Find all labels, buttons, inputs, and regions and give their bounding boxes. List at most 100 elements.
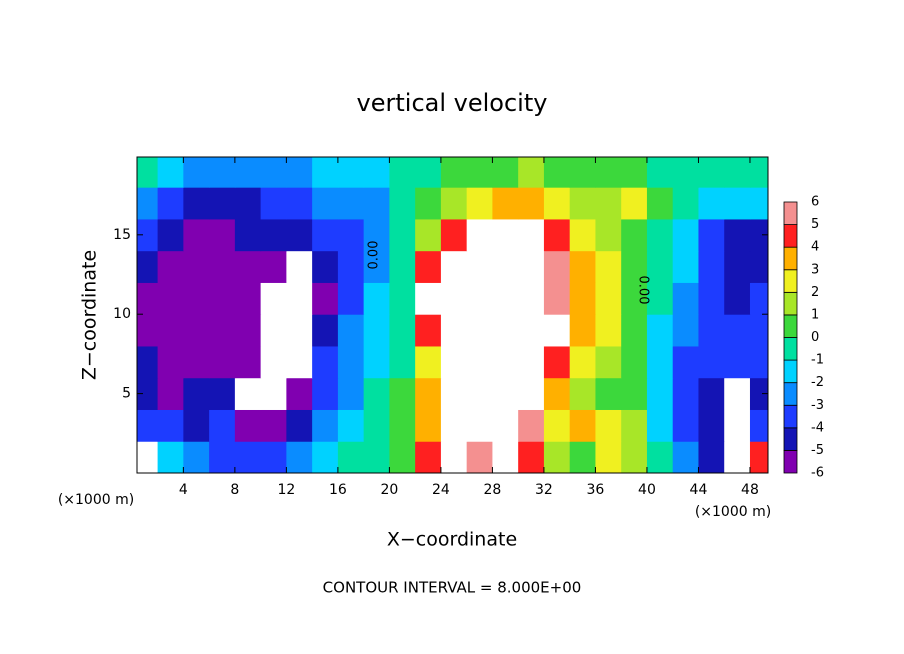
field-cell xyxy=(595,345,622,379)
field-cell xyxy=(724,377,751,410)
field-cell xyxy=(749,314,768,347)
x-tick-label: 40 xyxy=(638,482,656,498)
field-cell xyxy=(543,250,571,283)
field-cell xyxy=(209,282,236,315)
colorbar-label: 3 xyxy=(811,262,819,277)
field-cell xyxy=(137,157,159,188)
colorbar-block xyxy=(783,404,798,429)
field-cell xyxy=(312,187,339,220)
field-cell xyxy=(234,218,262,252)
field-cell xyxy=(183,282,210,315)
colorbar-label: 4 xyxy=(811,240,819,255)
field-cell xyxy=(337,377,365,410)
field-cell xyxy=(749,409,768,442)
field-cell xyxy=(646,157,674,188)
field-cell xyxy=(698,218,725,252)
field-cell xyxy=(157,187,184,220)
field-cell xyxy=(157,218,184,252)
field-cell xyxy=(698,282,725,315)
field-cell xyxy=(466,345,493,379)
field-cell xyxy=(492,187,519,220)
field-cell xyxy=(234,409,262,442)
field-cell xyxy=(337,345,365,379)
field-cell xyxy=(183,345,210,379)
field-cell xyxy=(234,441,262,473)
colorbar-label: -5 xyxy=(811,443,824,458)
field-cell xyxy=(209,157,236,188)
field-cell xyxy=(260,314,287,347)
field-cell xyxy=(363,345,390,379)
field-cell xyxy=(440,218,468,252)
field-cell xyxy=(749,157,768,188)
field-cell xyxy=(440,441,468,473)
field-cell xyxy=(286,187,313,220)
field-cell xyxy=(363,157,390,188)
x-tick-label: 36 xyxy=(587,482,605,498)
field-cell xyxy=(363,314,390,347)
field-cell xyxy=(286,409,313,442)
field-cell xyxy=(595,377,622,410)
colorbar-block xyxy=(783,427,798,451)
field-cell xyxy=(389,187,416,220)
field-cell xyxy=(595,282,622,315)
field-cell xyxy=(363,409,390,442)
field-cell xyxy=(749,345,768,379)
field-cell xyxy=(312,377,339,410)
field-cell xyxy=(286,157,313,188)
field-cell xyxy=(234,282,262,315)
field-cell xyxy=(466,157,493,188)
field-cell xyxy=(518,409,545,442)
field-cell xyxy=(621,409,648,442)
field-cell xyxy=(621,314,648,347)
field-cell xyxy=(698,157,725,188)
field-cell xyxy=(286,377,313,410)
x-unit-right: (×1000 m) xyxy=(695,504,771,520)
field-cell xyxy=(646,377,674,410)
field-cell xyxy=(466,250,493,283)
field-cell xyxy=(543,157,571,188)
field-cell xyxy=(492,377,519,410)
field-cell xyxy=(363,187,390,220)
field-cell xyxy=(415,377,442,410)
field-cell xyxy=(234,187,262,220)
field-cell xyxy=(389,314,416,347)
y-tick-label: 15 xyxy=(113,227,131,243)
field-cell xyxy=(492,345,519,379)
field xyxy=(137,157,768,473)
field-cell xyxy=(157,409,184,442)
field-cell xyxy=(543,314,571,347)
field-cell xyxy=(595,409,622,442)
field-cell xyxy=(621,377,648,410)
field-cell xyxy=(363,377,390,410)
field-cell xyxy=(183,218,210,252)
field-cell xyxy=(337,187,365,220)
field-cell xyxy=(157,345,184,379)
field-cell xyxy=(183,409,210,442)
field-cell xyxy=(646,282,674,315)
field-cell xyxy=(492,314,519,347)
field-cell xyxy=(157,441,184,473)
field-cell xyxy=(415,187,442,220)
colorbar-label: 6 xyxy=(811,195,819,210)
field-cell xyxy=(569,282,596,315)
colorbar-block xyxy=(783,246,798,271)
field-cell xyxy=(415,441,442,473)
field-cell xyxy=(621,345,648,379)
colorbar-label: -3 xyxy=(811,398,824,413)
field-cell xyxy=(595,218,622,252)
field-cell xyxy=(518,314,545,347)
field-cell xyxy=(389,377,416,410)
field-cell xyxy=(312,314,339,347)
field-cell xyxy=(137,282,159,315)
field-cell xyxy=(260,377,287,410)
field-cell xyxy=(569,441,596,473)
colorbar-block xyxy=(783,382,798,406)
field-cell xyxy=(209,218,236,252)
field-cell xyxy=(312,345,339,379)
field-cell xyxy=(466,187,493,220)
field-cell xyxy=(415,409,442,442)
field-cell xyxy=(337,314,365,347)
x-tick-label: 24 xyxy=(432,482,450,498)
field-cell xyxy=(286,345,313,379)
field-cell xyxy=(137,187,159,220)
